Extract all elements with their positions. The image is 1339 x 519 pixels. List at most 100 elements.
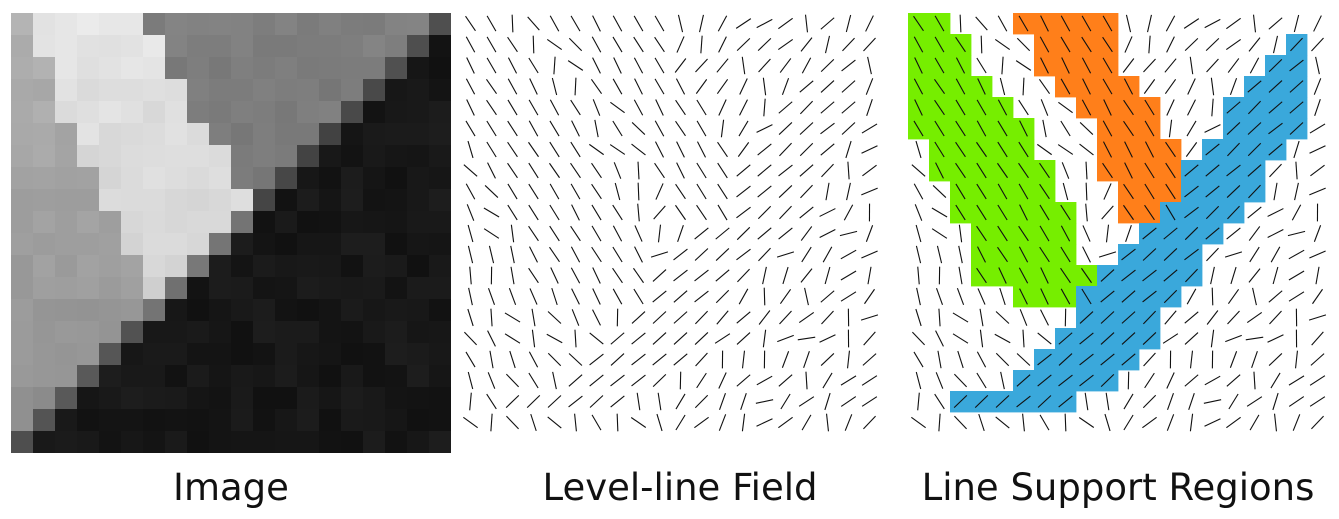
level-line-segment [955,57,966,74]
level-line-segment [633,288,644,305]
level-line-segment [739,99,748,116]
level-line-segment [934,141,945,158]
image-pixel [77,145,100,168]
level-line-segment [1060,78,1071,95]
level-line-segment [1018,141,1029,158]
level-line-segment [1058,395,1073,408]
green-region-cell [971,265,1098,287]
level-line-segment [567,60,584,71]
level-line-segment [574,413,577,432]
level-line-segment [1167,393,1174,410]
level-line-segment [612,288,623,305]
level-line-segment [677,14,684,33]
level-line-segment [674,58,687,73]
image-pixel [209,343,232,366]
image-pixel [33,409,56,432]
image-pixel [209,79,232,102]
level-line-segment [915,308,922,327]
image-pixel [253,299,276,322]
level-line-segment [1040,288,1049,305]
image-pixel [55,321,78,344]
level-line-segment [757,38,772,51]
image-pixel [99,35,122,58]
image-pixel [77,431,100,453]
image-pixel [165,431,188,453]
image-pixel [143,233,166,256]
level-line-segment [1247,206,1262,219]
level-line-segment [1082,225,1091,242]
level-line-segment [467,224,474,243]
image-pixel [275,365,298,388]
level-line-segment [589,143,604,156]
level-line-segment [1309,250,1326,259]
level-line-segment [504,312,521,323]
level-line-segment [631,374,646,387]
level-line-segment [1314,98,1321,117]
level-line-segment [1252,287,1257,306]
image-pixel [55,145,78,168]
blue-region-cell [1223,97,1308,119]
level-line-segment [1247,100,1262,115]
level-line-segment [1039,36,1050,53]
image-pixel [275,409,298,432]
level-line-segment [860,314,879,321]
image-pixel [385,35,408,58]
level-line-segment [592,309,601,326]
level-line-segment [999,77,1006,96]
level-line-segment [1039,414,1050,431]
image-pixel [99,189,122,212]
image-pixel [385,387,408,410]
level-line-segment [1060,246,1071,263]
level-line-segment [997,120,1008,137]
image-pixel [429,321,451,344]
level-line-segment [1018,162,1029,179]
image-pixel [231,167,254,190]
level-line-segment [976,267,987,284]
level-line-segment [637,182,640,201]
image-pixel [407,123,430,146]
level-line-segment [1270,246,1281,263]
blue-region-cell [1202,139,1287,161]
level-line-segment [955,78,966,95]
image-pixel [253,13,276,36]
level-line-segment [976,372,987,389]
image-pixel [341,277,364,300]
image-pixel [165,343,188,366]
level-line-segment [1309,187,1326,196]
level-line-segment [507,57,518,74]
level-line-segment [528,351,539,368]
level-line-segment [654,57,665,74]
level-line-segment [1267,208,1284,217]
image-pixel [99,13,122,36]
image-pixel [143,299,166,322]
level-line-segment [1018,183,1029,200]
level-line-segment [531,308,536,327]
level-line-segment [1185,268,1198,283]
image-pixel [55,431,78,453]
image-pixel [297,431,320,453]
image-pixel [253,145,276,168]
level-line-segment [486,78,497,95]
image-pixel [275,211,298,234]
image-pixel [297,123,320,146]
level-line-segment [1313,225,1322,242]
level-line-segment [778,122,793,135]
level-line-segment [1310,353,1325,366]
image-pixel [33,35,56,58]
level-line-segment [861,375,878,386]
level-line-segment [695,352,708,367]
image-pixel [77,233,100,256]
level-line-segment [977,78,986,95]
level-line-segment [915,224,922,243]
level-line-segment [1081,15,1092,32]
level-line-segment [676,162,685,179]
level-line-segment [804,287,809,306]
image-pixel [121,57,144,80]
level-line-segment [531,329,536,348]
level-line-segment [1060,267,1071,284]
level-line-segment [504,333,521,344]
level-line-segment [1121,353,1136,366]
level-line-segment [917,266,920,285]
level-line-segment [1121,332,1136,345]
image-pixel [275,343,298,366]
